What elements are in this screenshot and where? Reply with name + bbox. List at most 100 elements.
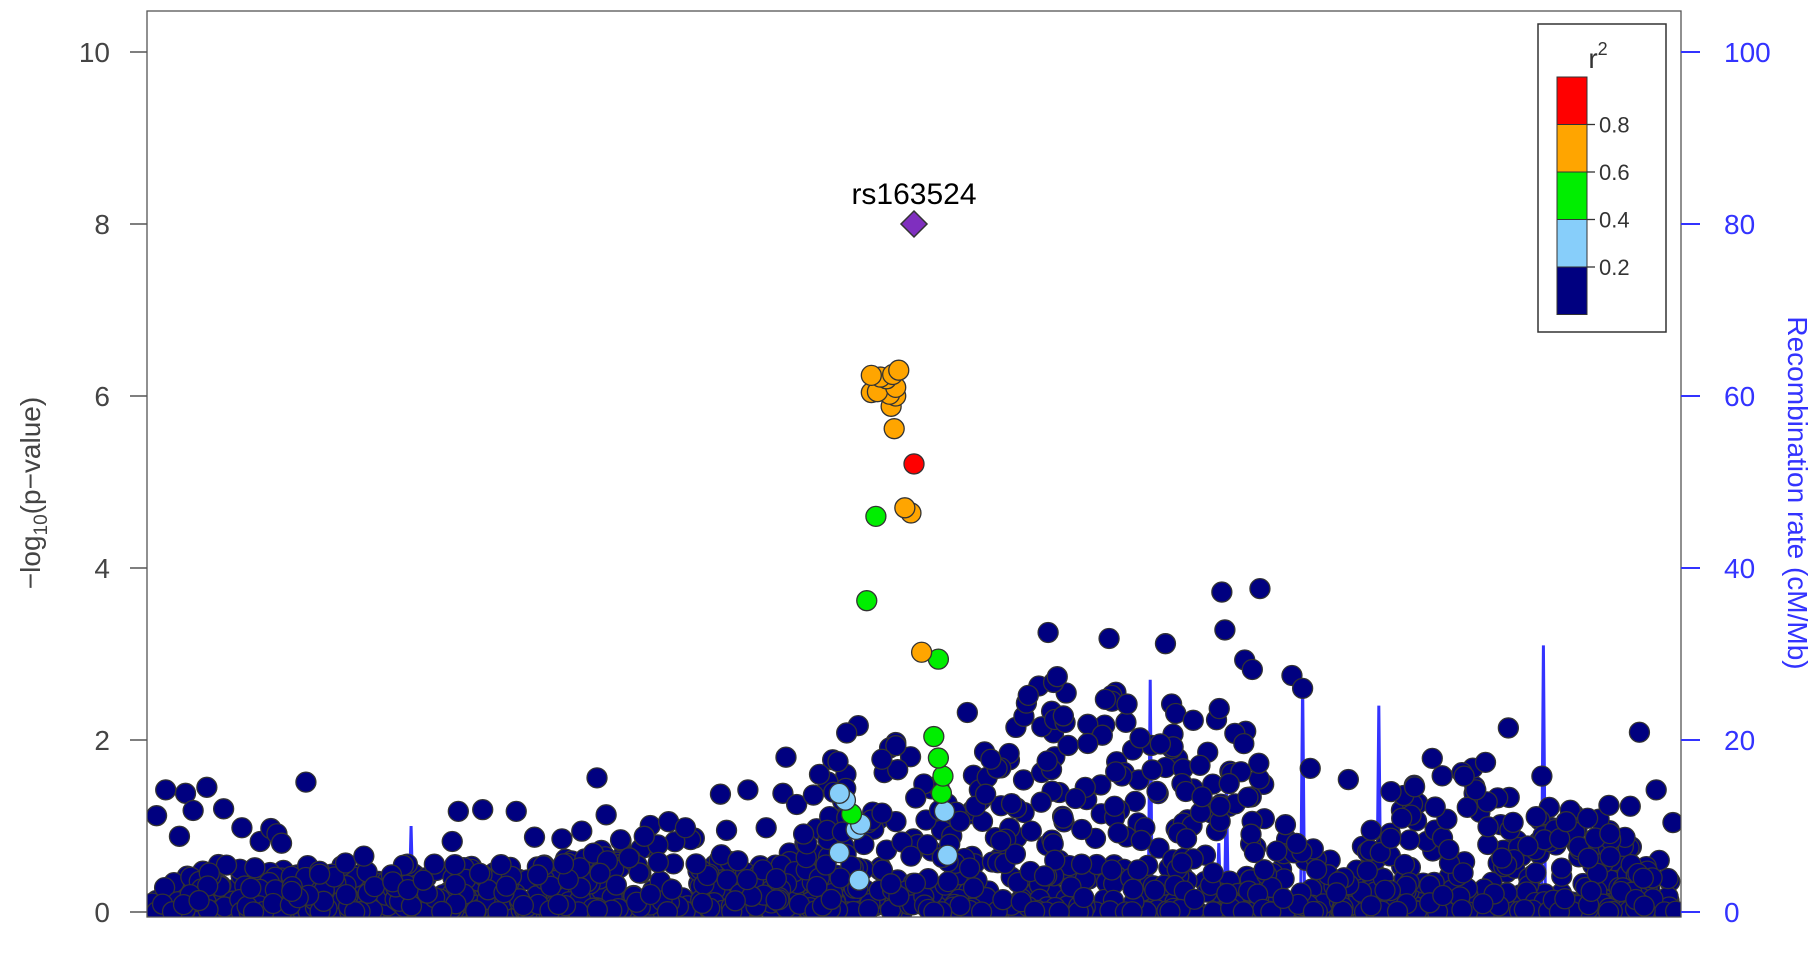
snp-point-low-ld[interactable] <box>1191 786 1213 808</box>
snp-point-ld[interactable] <box>894 497 916 519</box>
snp-point-low-ld[interactable] <box>715 819 738 841</box>
snp-point-low-ld[interactable] <box>633 825 655 847</box>
snp-point-low-ld[interactable] <box>1424 796 1446 818</box>
snp-point-low-ld[interactable] <box>168 825 191 847</box>
snp-point-low-ld[interactable] <box>295 771 317 793</box>
snp-point-low-ld[interactable] <box>1037 621 1059 644</box>
snp-point-low-ld[interactable] <box>737 779 759 801</box>
snp-point-low-ld[interactable] <box>212 798 235 820</box>
snp-point-low-ld[interactable] <box>472 799 494 821</box>
snp-point-low-ld[interactable] <box>1098 627 1120 650</box>
snp-point-low-ld[interactable] <box>334 852 357 874</box>
snp-point-low-ld[interactable] <box>469 862 491 884</box>
snp-point-low-ld[interactable] <box>974 783 997 805</box>
snp-point-low-ld[interactable] <box>1000 792 1023 815</box>
snp-point-low-ld[interactable] <box>270 832 293 854</box>
snp-point-low-ld[interactable] <box>1628 721 1651 743</box>
snp-point-low-ld[interactable] <box>755 817 777 839</box>
snp-point-low-ld[interactable] <box>1555 811 1577 833</box>
snp-point-low-ld[interactable] <box>1531 765 1553 787</box>
snp-point-ld[interactable] <box>856 590 878 612</box>
snp-point-low-ld[interactable] <box>1598 794 1620 817</box>
snp-point-low-ld[interactable] <box>1299 757 1321 780</box>
snp-point-low-ld[interactable] <box>618 847 640 869</box>
snp-point-low-ld[interactable] <box>1211 581 1233 603</box>
snp-point-low-ld[interactable] <box>1107 822 1129 844</box>
snp-point-low-ld[interactable] <box>674 817 697 839</box>
snp-point-low-ld[interactable] <box>808 763 831 786</box>
snp-point-low-ld[interactable] <box>552 853 575 875</box>
snp-point-low-ld[interactable] <box>444 873 466 896</box>
snp-point-low-ld[interactable] <box>1645 779 1667 801</box>
snp-point-ld[interactable] <box>932 765 954 787</box>
snp-point-low-ld[interactable] <box>397 878 419 901</box>
snp-point-ld[interactable] <box>828 842 850 864</box>
snp-point-low-ld[interactable] <box>956 701 978 724</box>
snp-point-low-ld[interactable] <box>1360 819 1382 841</box>
snp-point-low-ld[interactable] <box>1241 658 1263 681</box>
snp-point-low-ld[interactable] <box>231 817 253 839</box>
background-point <box>1057 734 1079 757</box>
snp-point-ld[interactable] <box>883 418 905 440</box>
snp-point-low-ld[interactable] <box>412 869 434 891</box>
snp-point-low-ld[interactable] <box>802 784 825 806</box>
snp-point-low-ld[interactable] <box>589 862 611 884</box>
background-point <box>1380 827 1402 849</box>
snp-point-low-ld[interactable] <box>551 828 573 850</box>
snp-point-low-ld[interactable] <box>523 826 546 848</box>
snp-point-low-ld[interactable] <box>571 820 593 842</box>
snp-point-low-ld[interactable] <box>441 830 463 853</box>
snp-point-low-ld[interactable] <box>1214 619 1236 641</box>
snp-point-low-ld[interactable] <box>1453 765 1475 787</box>
snp-point-low-ld[interactable] <box>1064 787 1087 810</box>
lead-snp-marker[interactable] <box>899 209 929 239</box>
snp-point-low-ld[interactable] <box>1576 807 1599 829</box>
snp-point-low-ld[interactable] <box>1337 768 1359 791</box>
snp-point-low-ld[interactable] <box>1249 577 1271 600</box>
snp-point-ld[interactable] <box>936 844 959 866</box>
snp-point-low-ld[interactable] <box>505 800 527 823</box>
background-point <box>1232 901 1254 917</box>
snp-point-ld[interactable] <box>828 782 850 804</box>
snp-point-low-ld[interactable] <box>775 746 797 768</box>
snp-point-ld[interactable] <box>923 725 945 748</box>
snp-point-low-ld[interactable] <box>709 783 732 805</box>
snp-point-low-ld[interactable] <box>1497 717 1520 739</box>
snp-point-low-ld[interactable] <box>1291 677 1314 700</box>
snp-point-low-ld[interactable] <box>1474 751 1497 774</box>
snp-point-low-ld[interactable] <box>196 776 218 798</box>
snp-point-low-ld[interactable] <box>1391 807 1413 829</box>
snp-point-low-ld[interactable] <box>182 799 204 822</box>
snp-point-ld[interactable] <box>927 747 950 769</box>
snp-point-low-ld[interactable] <box>490 854 512 876</box>
background-point <box>1202 901 1224 917</box>
snp-point-low-ld[interactable] <box>871 802 893 824</box>
background-point <box>958 857 981 879</box>
snp-point-low-ld[interactable] <box>685 853 707 875</box>
snp-point-low-ld[interactable] <box>1077 732 1099 755</box>
snp-point-ld[interactable] <box>933 800 956 823</box>
background-point <box>1403 776 1426 798</box>
snp-point-low-ld[interactable] <box>353 845 375 867</box>
snp-point-low-ld[interactable] <box>1052 705 1075 727</box>
snp-point-ld[interactable] <box>860 364 882 387</box>
snp-point-low-ld[interactable] <box>1662 811 1683 834</box>
snp-point-low-ld[interactable] <box>308 863 331 885</box>
snp-point-ld[interactable] <box>865 505 887 528</box>
snp-point-low-ld[interactable] <box>1380 780 1402 803</box>
snp-point-ld[interactable] <box>848 869 870 891</box>
snp-point-low-ld[interactable] <box>147 805 168 827</box>
snp-point-low-ld[interactable] <box>1619 795 1641 817</box>
background-point <box>691 892 713 915</box>
snp-point-low-ld[interactable] <box>1154 633 1177 655</box>
snp-point-low-ld[interactable] <box>447 800 469 823</box>
snp-point-ld[interactable] <box>888 359 910 381</box>
snp-point-ld[interactable] <box>903 453 925 475</box>
snp-point-ld[interactable] <box>910 641 933 663</box>
snp-point-low-ld[interactable] <box>595 804 617 826</box>
snp-point-low-ld[interactable] <box>786 793 808 816</box>
snp-point-low-ld[interactable] <box>586 767 608 789</box>
background-point <box>904 872 927 894</box>
snp-point-low-ld[interactable] <box>155 779 177 801</box>
snp-point-low-ld[interactable] <box>772 782 794 804</box>
